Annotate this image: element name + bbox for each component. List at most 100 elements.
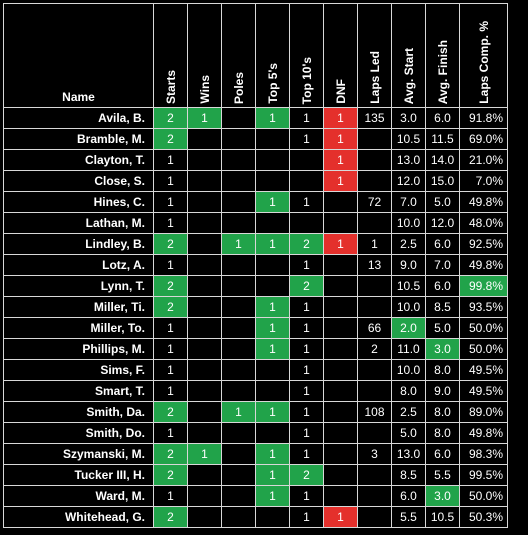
cell-wins — [187, 464, 222, 486]
cell-laps-led: 72 — [357, 191, 392, 213]
cell-name: Clayton, T. — [3, 149, 154, 171]
cell-dnf — [323, 380, 358, 402]
table-row: Close, S. 1 1 12.0 15.0 7.0% — [3, 170, 508, 192]
cell-avg-start: 6.0 — [391, 485, 426, 507]
cell-avg-finish: 9.0 — [425, 380, 460, 402]
cell-laps-comp: 49.5% — [459, 359, 508, 381]
table-row: Sims, F. 1 1 10.0 8.0 49.5% — [3, 359, 508, 381]
cell-laps-led: 2 — [357, 338, 392, 360]
cell-starts: 2 — [153, 275, 188, 297]
cell-top5: 1 — [255, 191, 290, 213]
cell-name: Lynn, T. — [3, 275, 154, 297]
cell-top5 — [255, 212, 290, 234]
cell-laps-comp: 50.0% — [459, 338, 508, 360]
cell-poles — [221, 380, 256, 402]
cell-starts: 1 — [153, 254, 188, 276]
cell-avg-finish: 5.0 — [425, 191, 460, 213]
cell-wins — [187, 422, 222, 444]
cell-avg-start: 10.0 — [391, 359, 426, 381]
cell-poles — [221, 128, 256, 150]
cell-dnf — [323, 296, 358, 318]
cell-starts: 2 — [153, 107, 188, 129]
cell-name: Bramble, M. — [3, 128, 154, 150]
cell-top10: 1 — [289, 443, 324, 465]
cell-top10: 1 — [289, 107, 324, 129]
cell-wins — [187, 380, 222, 402]
cell-laps-led — [357, 359, 392, 381]
cell-avg-finish: 15.0 — [425, 170, 460, 192]
cell-avg-start: 8.5 — [391, 464, 426, 486]
cell-top10 — [289, 170, 324, 192]
header-top10-label: Top 10's — [299, 56, 314, 104]
cell-poles — [221, 107, 256, 129]
cell-laps-comp: 99.5% — [459, 464, 508, 486]
header-poles: Poles — [221, 3, 256, 108]
table-row: Smith, Da. 2 1 1 1 108 2.5 8.0 89.0% — [3, 401, 508, 423]
header-poles-label: Poles — [231, 71, 246, 104]
cell-top10: 1 — [289, 485, 324, 507]
cell-avg-finish: 5.5 — [425, 464, 460, 486]
table-row: Whitehead, G. 2 1 1 5.5 10.5 50.3% — [3, 506, 508, 528]
header-name: Name — [3, 3, 154, 108]
cell-poles — [221, 170, 256, 192]
cell-laps-comp: 49.8% — [459, 254, 508, 276]
cell-top5 — [255, 149, 290, 171]
cell-top5 — [255, 359, 290, 381]
cell-laps-comp: 49.5% — [459, 380, 508, 402]
cell-dnf: 1 — [323, 107, 358, 129]
cell-dnf — [323, 464, 358, 486]
cell-starts: 2 — [153, 506, 188, 528]
cell-dnf: 1 — [323, 149, 358, 171]
cell-laps-comp: 91.8% — [459, 107, 508, 129]
cell-avg-start: 10.0 — [391, 296, 426, 318]
cell-starts: 2 — [153, 296, 188, 318]
cell-avg-start: 5.5 — [391, 506, 426, 528]
cell-top5 — [255, 275, 290, 297]
cell-wins — [187, 401, 222, 423]
cell-avg-finish: 6.0 — [425, 233, 460, 255]
cell-avg-finish: 5.0 — [425, 317, 460, 339]
cell-wins — [187, 338, 222, 360]
table-row: Tucker III, H. 2 1 2 8.5 5.5 99.5% — [3, 464, 508, 486]
cell-avg-start: 13.0 — [391, 443, 426, 465]
cell-top10: 1 — [289, 191, 324, 213]
cell-avg-start: 2.5 — [391, 233, 426, 255]
table-row: Miller, Ti. 2 1 1 10.0 8.5 93.5% — [3, 296, 508, 318]
cell-wins — [187, 128, 222, 150]
cell-avg-finish: 8.0 — [425, 359, 460, 381]
cell-laps-led — [357, 485, 392, 507]
cell-laps-led — [357, 422, 392, 444]
cell-poles — [221, 506, 256, 528]
cell-laps-led — [357, 149, 392, 171]
cell-name: Close, S. — [3, 170, 154, 192]
cell-laps-comp: 99.8% — [459, 275, 508, 297]
cell-starts: 2 — [153, 443, 188, 465]
cell-top5 — [255, 128, 290, 150]
cell-name: Smart, T. — [3, 380, 154, 402]
cell-poles — [221, 191, 256, 213]
cell-poles — [221, 149, 256, 171]
cell-starts: 1 — [153, 485, 188, 507]
cell-top5: 1 — [255, 443, 290, 465]
cell-laps-led: 108 — [357, 401, 392, 423]
cell-top5: 1 — [255, 401, 290, 423]
cell-dnf — [323, 359, 358, 381]
cell-name: Smith, Da. — [3, 401, 154, 423]
cell-starts: 1 — [153, 359, 188, 381]
cell-laps-led — [357, 212, 392, 234]
cell-starts: 2 — [153, 464, 188, 486]
table-row: Lynn, T. 2 2 10.5 6.0 99.8% — [3, 275, 508, 297]
cell-top10: 1 — [289, 380, 324, 402]
cell-laps-led: 66 — [357, 317, 392, 339]
cell-avg-start: 5.0 — [391, 422, 426, 444]
table-row: Bramble, M. 2 1 1 10.5 11.5 69.0% — [3, 128, 508, 150]
cell-avg-finish: 6.0 — [425, 443, 460, 465]
cell-avg-start: 11.0 — [391, 338, 426, 360]
cell-dnf: 1 — [323, 233, 358, 255]
header-laps-comp: Laps Comp. % — [459, 3, 508, 108]
cell-poles — [221, 317, 256, 339]
header-laps-led-label: Laps Led — [367, 51, 382, 104]
cell-top10: 1 — [289, 359, 324, 381]
cell-top5 — [255, 170, 290, 192]
cell-name: Tucker III, H. — [3, 464, 154, 486]
